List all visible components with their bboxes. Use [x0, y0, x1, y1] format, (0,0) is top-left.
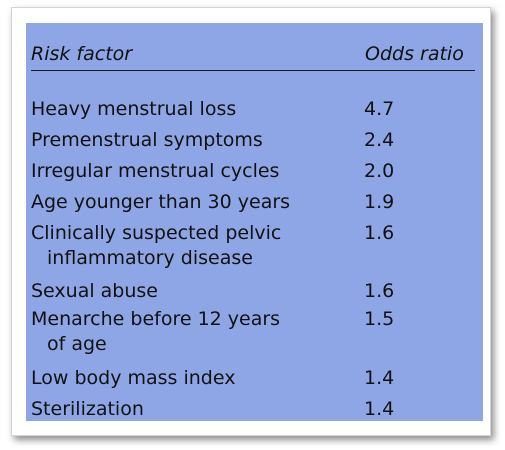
table-frame: Risk factor Odds ratio Heavy menstrual l…	[11, 7, 491, 436]
odds-ratio-cell: 1.9	[364, 191, 395, 213]
risk-factor-text: Irregular menstrual cycles	[31, 160, 280, 182]
risk-factor-cell: Heavy menstrual loss	[31, 97, 331, 122]
risk-factor-cell: Clinically suspected pelvic inflammatory…	[31, 221, 331, 271]
risk-factor-cell: Sterilization	[31, 397, 331, 422]
odds-ratio-cell: 1.6	[364, 222, 395, 244]
risk-factor-text: Heavy menstrual loss	[31, 98, 237, 120]
odds-ratio-cell: 1.6	[364, 280, 395, 302]
risk-factor-text: Premenstrual symptoms	[31, 129, 263, 151]
risk-factor-text: Age younger than 30 years	[31, 191, 291, 213]
risk-factor-text-continued: of age	[47, 333, 107, 355]
odds-ratio-cell: 4.7	[364, 98, 395, 120]
risk-factor-cell: Irregular menstrual cycles	[31, 159, 331, 184]
header-odds-ratio: Odds ratio	[365, 43, 464, 65]
table-header: Risk factor Odds ratio	[31, 37, 475, 71]
odds-ratio-cell: 2.0	[364, 160, 395, 182]
risk-factor-text: Clinically suspected pelvic	[31, 222, 282, 244]
risk-factor-cell: Age younger than 30 years	[31, 190, 331, 215]
risk-factor-cell: Sexual abuse	[31, 279, 331, 304]
odds-ratio-cell: 1.5	[364, 308, 395, 330]
risk-factor-text: Low body mass index	[31, 367, 236, 389]
header-risk-factor: Risk factor	[31, 43, 133, 65]
risk-factor-text: Sterilization	[31, 398, 144, 420]
risk-factor-cell: Menarche before 12 years of age	[31, 307, 331, 357]
risk-factor-text-continued: inflammatory disease	[47, 247, 253, 269]
risk-factor-cell: Low body mass index	[31, 366, 331, 391]
risk-factor-table: Risk factor Odds ratio Heavy menstrual l…	[26, 23, 483, 421]
risk-factor-text: Menarche before 12 years	[31, 308, 281, 330]
odds-ratio-cell: 2.4	[364, 129, 395, 151]
odds-ratio-cell: 1.4	[364, 367, 395, 389]
risk-factor-text: Sexual abuse	[31, 280, 158, 302]
risk-factor-cell: Premenstrual symptoms	[31, 128, 331, 153]
odds-ratio-cell: 1.4	[364, 398, 395, 420]
